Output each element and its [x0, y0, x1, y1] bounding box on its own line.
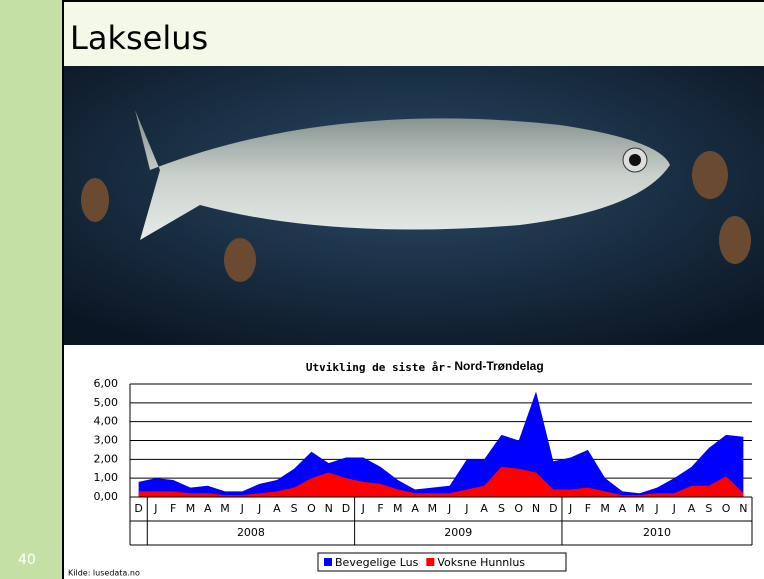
source: Kilde: lusedata.no	[68, 569, 140, 578]
x-tick-label: D	[342, 502, 350, 515]
x-tick-label: A	[204, 502, 212, 515]
x-tick-label: S	[291, 502, 298, 515]
x-tick-label: M	[186, 502, 196, 515]
x-tick-label: N	[325, 502, 333, 515]
fish-illustration	[81, 110, 751, 282]
x-tick-label: A	[411, 502, 419, 515]
legend-label: Voksne Hunnlus	[437, 556, 525, 569]
x-tick-label: A	[480, 502, 488, 515]
y-tick-label: 2,00	[94, 452, 119, 465]
x-tick-label: F	[585, 502, 591, 515]
group-label: 2010	[643, 526, 671, 539]
y-tick-label: 3,00	[94, 434, 119, 447]
group-label: 2009	[444, 526, 472, 539]
y-tick-label: 0,00	[94, 490, 119, 503]
x-tick-label: S	[705, 502, 712, 515]
x-tick-label: J	[654, 502, 658, 515]
y-tick-label: 5,00	[94, 396, 119, 409]
chart-title: Utvikling de siste år	[306, 361, 445, 374]
x-tick-label: F	[377, 502, 383, 515]
x-tick-label: J	[257, 502, 261, 515]
x-tick-label: D	[134, 502, 142, 515]
x-tick-label: O	[514, 502, 523, 515]
x-tick-label: J	[672, 502, 676, 515]
x-tick-label: A	[619, 502, 627, 515]
chart-subtitle: - Nord-Trøndelag	[447, 359, 544, 373]
area	[138, 466, 744, 497]
legend-label: Bevegelige Lus	[335, 556, 419, 569]
y-tick-label: 1,00	[94, 471, 119, 484]
legend-swatch	[426, 558, 435, 566]
sidebar	[0, 0, 62, 579]
legend-box	[317, 552, 567, 572]
x-tick-label: N	[739, 502, 747, 515]
x-tick-label: M	[393, 502, 403, 515]
x-tick-label: J	[240, 502, 244, 515]
y-tick-label: 6,00	[94, 377, 119, 390]
y-tick-label: 4,00	[94, 415, 119, 428]
x-tick-label: A	[273, 502, 281, 515]
x-tick-label: M	[635, 502, 645, 515]
x-tick-label: N	[532, 502, 540, 515]
x-tick-label: J	[361, 502, 365, 515]
x-tick-label: F	[170, 502, 176, 515]
x-tick-label: J	[464, 502, 468, 515]
legend-swatch	[324, 558, 332, 566]
slide-number: 40	[18, 552, 36, 568]
x-tick-label: O	[722, 502, 731, 515]
x-tick-label: M	[600, 502, 610, 515]
x-tick-label: M	[428, 502, 438, 515]
title-band	[62, 2, 764, 66]
x-tick-label: O	[307, 502, 316, 515]
x-tick-label: J	[447, 502, 451, 515]
x-tick-label: J	[568, 502, 572, 515]
slide-title: Lakselus	[70, 19, 208, 57]
x-tick-label: S	[498, 502, 505, 515]
group-label: 2008	[237, 526, 265, 539]
x-tick-label: M	[220, 502, 230, 515]
x-tick-label: A	[688, 502, 696, 515]
area	[138, 391, 744, 497]
x-tick-label: D	[549, 502, 557, 515]
x-tick-label: J	[153, 502, 157, 515]
